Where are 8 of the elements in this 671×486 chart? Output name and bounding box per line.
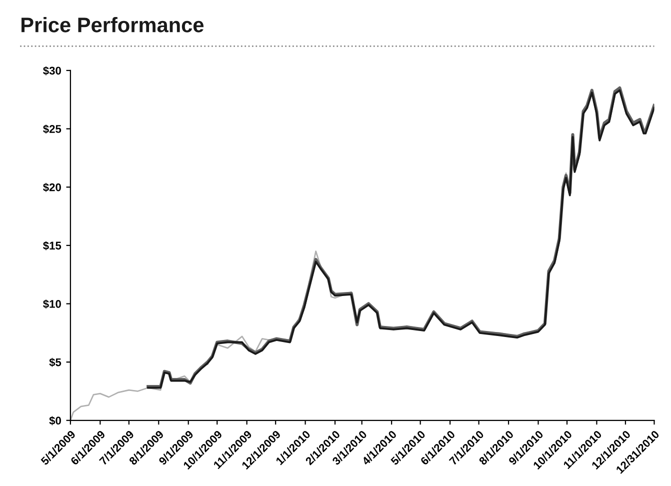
chart-title: Price Performance [22, 17, 204, 32]
y-tick-label: $30 [43, 66, 61, 76]
y-tick-label: $0 [49, 416, 61, 426]
y-tick-label: $20 [43, 182, 61, 192]
y-tick-label: $10 [43, 300, 61, 309]
y-tick-label: $15 [43, 241, 62, 250]
y-tick-label: $5 [49, 358, 62, 367]
y-tick-label: $25 [43, 124, 62, 134]
